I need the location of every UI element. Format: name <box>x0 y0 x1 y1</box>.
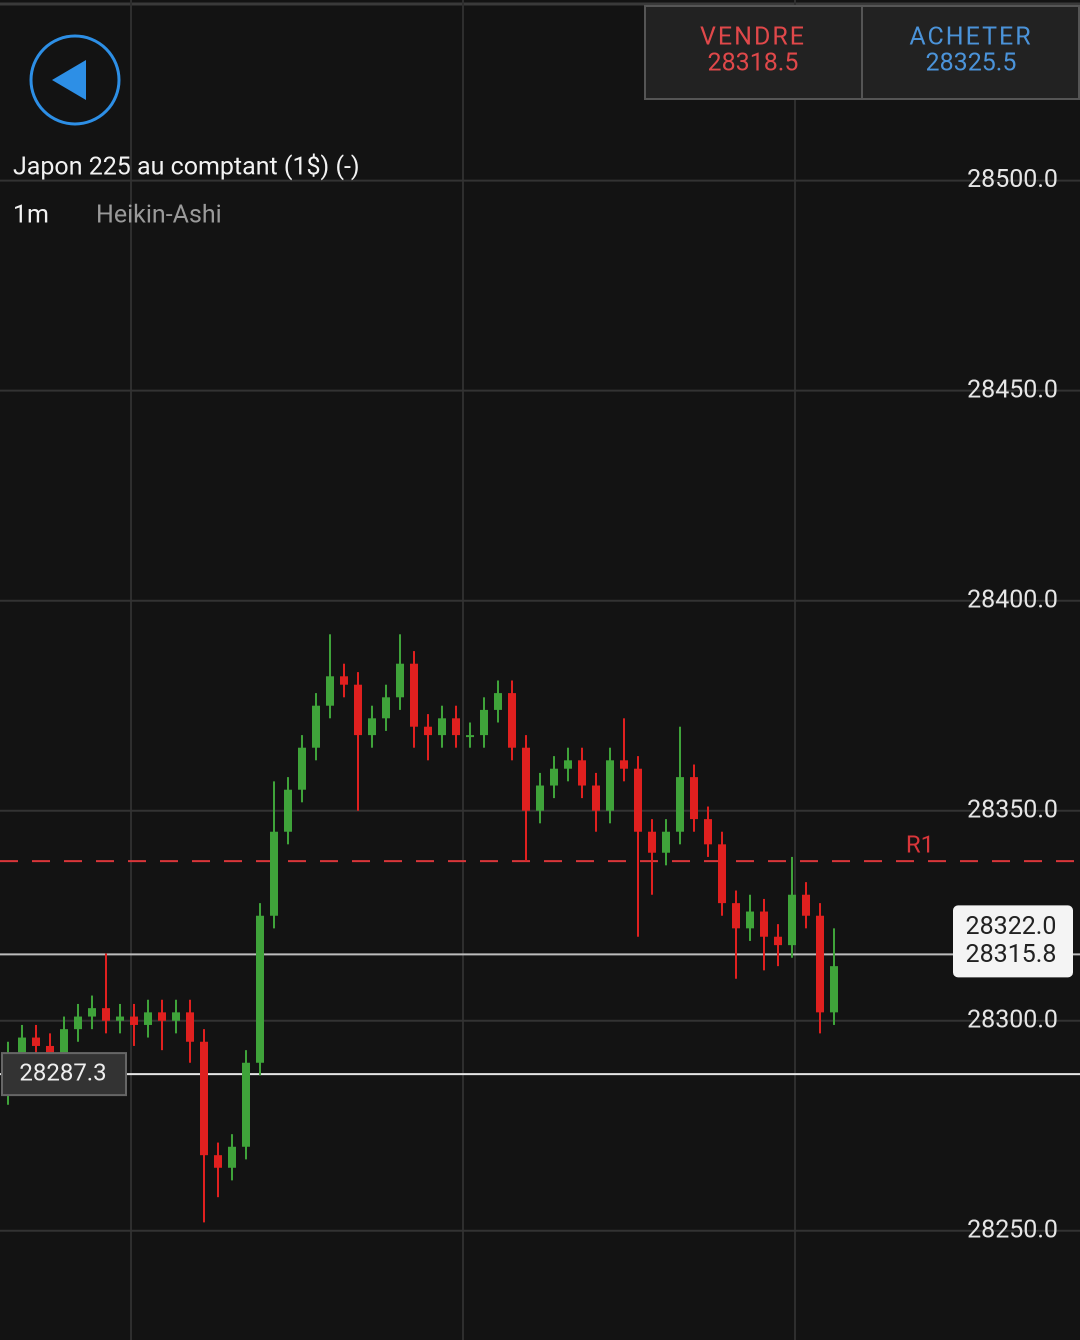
sell-price: 28318.5 <box>708 49 799 78</box>
candle-body <box>578 760 586 786</box>
candle-body <box>592 785 600 811</box>
candle-body <box>382 697 390 719</box>
candle-body <box>354 684 362 736</box>
candle-body <box>662 831 670 853</box>
candle-body <box>396 663 404 698</box>
buy-button[interactable] <box>861 5 1080 100</box>
candle-body <box>298 747 306 790</box>
candle-body <box>368 718 376 736</box>
candle-body <box>60 1029 68 1063</box>
candle-body <box>690 777 698 820</box>
candle-body <box>564 760 572 769</box>
candle-body <box>676 777 684 832</box>
overlapped-price-label: 28322.0 <box>966 912 1057 941</box>
y-tick-label: 28250.0 <box>967 1215 1058 1244</box>
candle-body <box>452 718 460 736</box>
candle-body <box>508 693 516 748</box>
candle-body <box>606 760 614 811</box>
candle-body <box>620 760 628 769</box>
axis-labels: 28250.0 28300.0 28350.0 28400.0 28450.0 28500… <box>1 165 1073 1244</box>
candle-body <box>172 1012 180 1021</box>
last-price-box <box>953 905 1073 978</box>
candle-body <box>718 844 726 904</box>
last-price-label: 28315.8 <box>966 940 1057 969</box>
candle-body <box>228 1146 236 1168</box>
candle-body <box>760 911 768 937</box>
candle-body <box>18 1037 26 1055</box>
buy-price: 28325.5 <box>926 49 1017 78</box>
y-tick-label: 28500.0 <box>967 165 1058 194</box>
reference-price-box <box>1 1052 127 1097</box>
candle-body <box>480 709 488 736</box>
candle-body <box>130 1016 138 1025</box>
chart-style[interactable]: Heikin-Ashi <box>96 201 222 230</box>
candle-body <box>634 768 642 832</box>
candle-body <box>802 894 810 916</box>
candle-body <box>410 663 418 727</box>
candle-body <box>438 718 446 736</box>
back-button[interactable] <box>29 34 121 126</box>
candle-body <box>788 894 796 946</box>
candle-body <box>340 676 348 685</box>
candle-body <box>830 966 838 1013</box>
level-lines <box>0 860 1080 1076</box>
candle-body <box>186 1012 194 1042</box>
buy-label: ACHETER <box>909 23 1032 52</box>
candle-body <box>536 785 544 811</box>
candle-body <box>746 911 754 929</box>
candle-body <box>32 1037 40 1046</box>
candle-body <box>144 1012 152 1025</box>
y-tick-label: 28400.0 <box>967 585 1058 614</box>
reference-price-label: 28287.3 <box>19 1058 106 1086</box>
candle-body <box>284 789 292 832</box>
candle-body <box>200 1041 208 1156</box>
y-tick-label: 28300.0 <box>967 1005 1058 1034</box>
resistance-label: R1 <box>906 830 934 858</box>
candle-body <box>214 1155 222 1168</box>
candle-body <box>102 1008 110 1021</box>
grid <box>0 179 1080 1232</box>
candle-body <box>732 903 740 929</box>
timeframe[interactable]: 1m <box>13 201 49 230</box>
back-icon <box>52 60 86 100</box>
candle-body <box>116 1016 124 1021</box>
candle-body <box>270 831 278 916</box>
candle-body <box>326 676 334 706</box>
sell-button[interactable] <box>644 5 863 100</box>
candle-body <box>256 915 264 1063</box>
candle-body <box>424 726 432 736</box>
candle-body <box>816 915 824 1013</box>
candle-body <box>704 819 712 845</box>
candle-body <box>74 1016 82 1030</box>
candle-body <box>312 705 320 748</box>
y-tick-label: 28450.0 <box>967 375 1058 404</box>
candle-body <box>466 735 474 738</box>
candle-body <box>550 768 558 786</box>
candle-body <box>242 1062 250 1147</box>
candle-body <box>522 747 530 811</box>
candle-body <box>494 693 502 710</box>
candle-body <box>774 936 782 946</box>
y-tick-label: 28350.0 <box>967 795 1058 824</box>
candle-body <box>648 831 656 853</box>
candles <box>4 634 838 1223</box>
candle-body <box>158 1012 166 1021</box>
instrument-title: Japon 225 au comptant (1$) (-) <box>13 153 360 182</box>
candle-body <box>88 1008 96 1017</box>
sell-label: VENDRE <box>700 23 806 52</box>
